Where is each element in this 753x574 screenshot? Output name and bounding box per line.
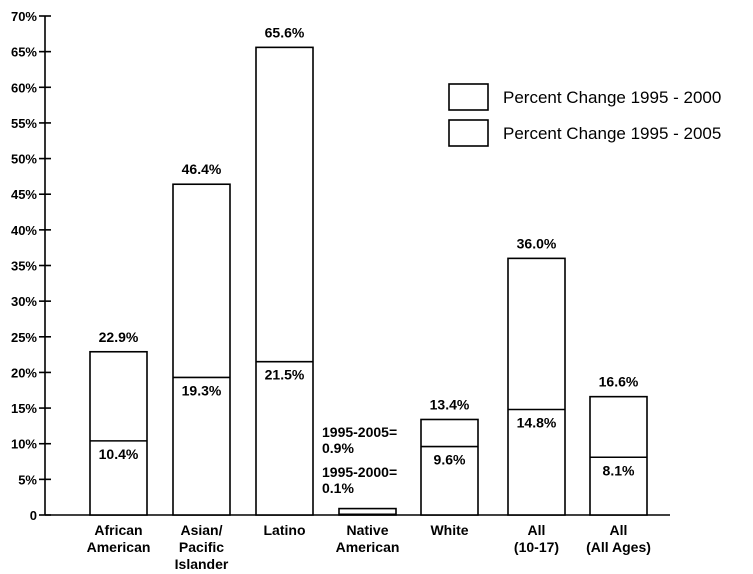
legend-swatch-1 bbox=[448, 119, 489, 147]
category-label-5-0: All bbox=[528, 522, 546, 538]
y-tick-label-10: 10% bbox=[11, 437, 37, 452]
annotation-native-2005-1: 0.9% bbox=[322, 440, 354, 456]
bar-2005-4 bbox=[420, 418, 479, 516]
category-label-1-0: Asian/ bbox=[180, 522, 222, 538]
bar-2005-0 bbox=[89, 350, 148, 516]
category-label-1-2: Islander bbox=[175, 556, 229, 572]
data-label-2005-0: 22.9% bbox=[99, 329, 139, 345]
category-label-0-0: African bbox=[94, 522, 142, 538]
y-tick-label-45: 45% bbox=[11, 187, 37, 202]
y-tick-label-65: 65% bbox=[11, 45, 37, 60]
data-label-2005-6: 16.6% bbox=[599, 374, 639, 390]
bar-2005-2 bbox=[255, 46, 314, 516]
category-label-3-1: American bbox=[336, 539, 400, 555]
y-tick-label-70: 70% bbox=[11, 9, 37, 24]
y-tick-label-0: 0 bbox=[30, 508, 37, 523]
y-tick-label-30: 30% bbox=[11, 294, 37, 309]
category-label-0-1: American bbox=[87, 539, 151, 555]
category-label-2-0: Latino bbox=[264, 522, 306, 538]
data-label-2005-5: 36.0% bbox=[517, 235, 557, 251]
data-label-2000-4: 9.6% bbox=[434, 452, 466, 468]
legend-label-0: Percent Change 1995 - 2000 bbox=[503, 88, 721, 107]
data-label-2000-2: 21.5% bbox=[265, 367, 305, 383]
y-tick-label-5: 5% bbox=[18, 472, 37, 487]
y-tick-label-25: 25% bbox=[11, 330, 37, 345]
data-label-2005-2: 65.6% bbox=[265, 24, 305, 40]
category-label-3-0: Native bbox=[346, 522, 388, 538]
y-tick-label-20: 20% bbox=[11, 365, 37, 380]
category-label-1-1: Pacific bbox=[179, 539, 224, 555]
legend-label-1: Percent Change 1995 - 2005 bbox=[503, 124, 721, 143]
legend-swatch-0 bbox=[448, 83, 489, 111]
y-tick-label-55: 55% bbox=[11, 116, 37, 131]
data-label-2000-6: 8.1% bbox=[603, 462, 635, 478]
data-label-2005-1: 46.4% bbox=[182, 161, 222, 177]
y-tick-label-15: 15% bbox=[11, 401, 37, 416]
category-label-6-1: (All Ages) bbox=[586, 539, 651, 555]
annotation-native-2000-1: 0.1% bbox=[322, 480, 354, 496]
data-label-2000-5: 14.8% bbox=[517, 414, 557, 430]
y-tick-label-50: 50% bbox=[11, 152, 37, 167]
category-label-6-0: All bbox=[610, 522, 628, 538]
y-tick-label-40: 40% bbox=[11, 223, 37, 238]
annotation-native-2005-0: 1995-2005= bbox=[322, 424, 397, 440]
data-label-2000-1: 19.3% bbox=[182, 382, 222, 398]
bar-2005-6 bbox=[589, 395, 648, 516]
annotation-native-2000-0: 1995-2000= bbox=[322, 464, 397, 480]
category-label-4-0: White bbox=[430, 522, 468, 538]
y-tick-label-60: 60% bbox=[11, 80, 37, 95]
data-label-2005-4: 13.4% bbox=[430, 396, 470, 412]
bar-2005-5 bbox=[507, 257, 566, 516]
category-label-5-1: (10-17) bbox=[514, 539, 559, 555]
bar-2005-1 bbox=[172, 183, 231, 516]
data-label-2000-0: 10.4% bbox=[99, 446, 139, 462]
y-tick-label-35: 35% bbox=[11, 259, 37, 274]
